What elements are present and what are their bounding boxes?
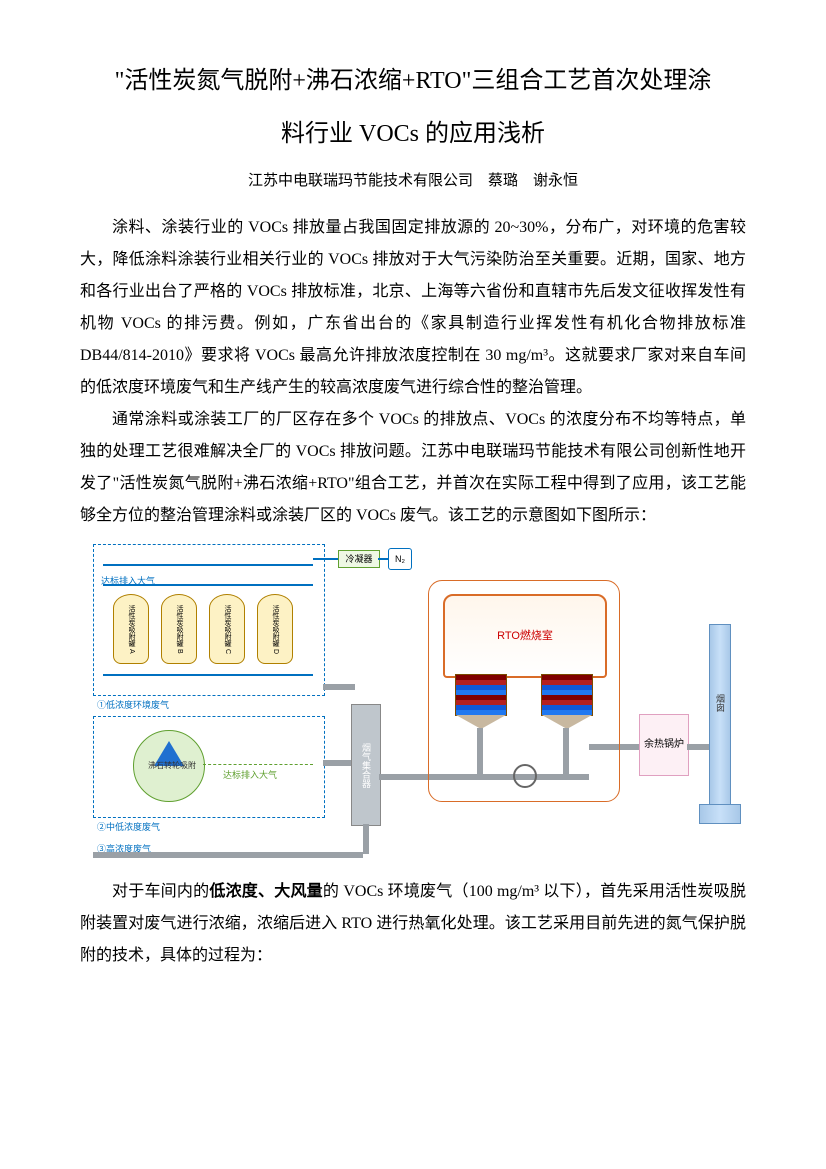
paragraph-3: 对于车间内的低浓度、大风量的 VOCs 环境废气（100 mg/m³ 以下），首… [80,876,746,972]
rto-bed-right [541,674,593,716]
paragraph-2: 通常涂料或涂装工厂的厂区存在多个 VOCs 的排放点、VOCs 的浓度分布不均等… [80,404,746,532]
para3-bold: 低浓度、大风量 [209,883,323,900]
stack-body [709,624,731,806]
rotor-label: 沸石转轮吸附 [148,758,196,774]
zeolite-group [93,716,325,818]
discharge-label: 达标排入大气 [101,572,155,590]
process-diagram: 达标排入大气 活性炭吸附罐 A 活性炭吸附罐 B 活性炭吸附罐 C 活性炭吸附罐… [93,544,733,864]
stack-base [699,804,741,824]
rto-bed-left [455,674,507,716]
condenser-box: 冷凝器 [338,550,380,568]
paragraph-1: 涂料、涂装行业的 VOCs 排放量占我国固定排放源的 20~30%，分布广，对环… [80,212,746,404]
n2-box: N₂ [388,548,412,570]
rotor-out-label: 达标排入大气 [223,766,277,784]
waste-heat-boiler: 余热锅炉 [639,714,689,776]
carbon-tank-b: 活性炭吸附罐 B [161,594,197,664]
inlet-2-label: ②中低浓度废气 [97,818,160,836]
stack-label: 烟囱 [711,694,729,712]
title-line-1: "活性炭氮气脱附+沸石浓缩+RTO"三组合工艺首次处理涂 [80,60,746,103]
title-line-2: 料行业 VOCs 的应用浅析 [80,113,746,156]
author-line: 江苏中电联瑞玛节能技术有限公司 蔡璐 谢永恒 [80,166,746,196]
carbon-tank-a: 活性炭吸附罐 A [113,594,149,664]
para3-pre: 对于车间内的 [112,883,209,900]
carbon-tank-d: 活性炭吸附罐 D [257,594,293,664]
rto-chamber: RTO燃烧室 [443,594,607,678]
carbon-tank-c: 活性炭吸附罐 C [209,594,245,664]
gas-mixer: 烟气集合器 [351,704,381,826]
inlet-1-label: ①低浓度环境废气 [97,696,169,714]
